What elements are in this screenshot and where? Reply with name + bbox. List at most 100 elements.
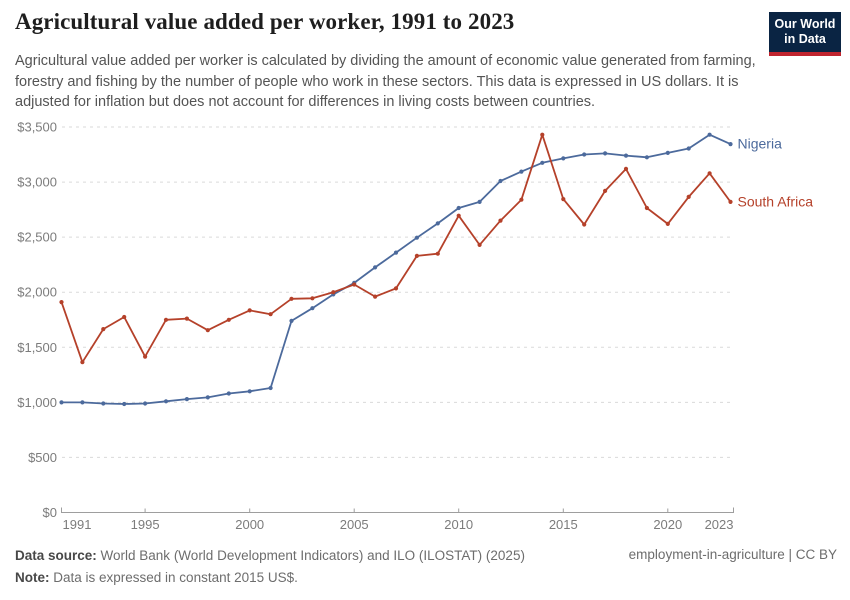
data-point-nigeria-2004[interactable]	[331, 292, 336, 297]
data-point-south-africa-2011[interactable]	[477, 242, 482, 247]
data-point-south-africa-1995[interactable]	[143, 354, 148, 359]
data-point-south-africa-2015[interactable]	[561, 197, 566, 202]
data-point-south-africa-2017[interactable]	[603, 188, 608, 193]
data-point-south-africa-2020[interactable]	[665, 221, 670, 226]
data-point-nigeria-2009[interactable]	[435, 221, 440, 226]
data-point-south-africa-2007[interactable]	[393, 286, 399, 291]
data-point-nigeria-2013[interactable]	[519, 169, 524, 174]
data-point-south-africa-1992[interactable]	[80, 360, 85, 365]
series-end-label-south-africa[interactable]: South Africa	[738, 193, 814, 209]
data-point-nigeria-2012[interactable]	[498, 178, 503, 184]
data-point-nigeria-2022[interactable]	[707, 132, 712, 137]
data-point-nigeria-2007[interactable]	[393, 250, 399, 255]
data-point-south-africa-2005[interactable]	[352, 282, 357, 287]
data-point-south-africa-2003[interactable]	[310, 296, 315, 301]
chart-title: Agricultural value added per worker, 199…	[15, 9, 515, 34]
data-point-nigeria-1997[interactable]	[184, 397, 189, 402]
data-point-nigeria-2005[interactable]	[352, 280, 357, 285]
data-point-south-africa-2010[interactable]	[456, 213, 461, 218]
y-axis-label: $1,500	[17, 340, 57, 355]
footer-slug-license: employment-in-agriculture | CC BY	[628, 547, 837, 562]
x-axis-line	[61, 507, 734, 513]
y-axis-label: $0	[43, 505, 57, 520]
data-point-south-africa-2002[interactable]	[289, 296, 294, 301]
data-point-nigeria-1998[interactable]	[205, 395, 210, 400]
data-source-line: Data source: World Bank (World Developme…	[15, 545, 525, 567]
x-axis-label: 2005	[340, 517, 369, 532]
data-point-nigeria-2016[interactable]	[582, 152, 587, 157]
data-point-south-africa-2001[interactable]	[268, 312, 273, 317]
data-point-nigeria-2003[interactable]	[310, 306, 315, 311]
data-point-south-africa-1998[interactable]	[205, 328, 210, 333]
data-point-nigeria-2021[interactable]	[686, 146, 691, 151]
y-axis-label: $500	[28, 450, 57, 465]
data-point-nigeria-2010[interactable]	[456, 205, 461, 211]
data-point-nigeria-1991[interactable]	[59, 400, 64, 405]
x-axis-label: 1995	[131, 517, 160, 532]
data-point-south-africa-2006[interactable]	[373, 294, 378, 299]
data-point-south-africa-2012[interactable]	[498, 218, 503, 223]
note-line: Note: Data is expressed in constant 2015…	[15, 567, 525, 589]
data-point-nigeria-1996[interactable]	[163, 399, 169, 404]
data-point-nigeria-2015[interactable]	[561, 156, 566, 161]
data-point-south-africa-2021[interactable]	[686, 194, 691, 199]
data-point-south-africa-1991[interactable]	[59, 300, 64, 305]
data-point-nigeria-1995[interactable]	[143, 401, 148, 406]
note-label: Note:	[15, 569, 50, 585]
data-point-south-africa-1999[interactable]	[226, 317, 231, 322]
data-point-south-africa-2000[interactable]	[247, 308, 252, 313]
data-point-south-africa-2009[interactable]	[435, 251, 440, 256]
series-line-south-africa[interactable]	[60, 133, 732, 364]
data-point-nigeria-1992[interactable]	[80, 400, 85, 405]
data-point-nigeria-2014[interactable]	[540, 160, 545, 165]
series-line-nigeria[interactable]	[60, 133, 732, 405]
data-point-nigeria-1993[interactable]	[101, 401, 106, 406]
data-point-south-africa-1996[interactable]	[163, 317, 169, 322]
data-point-nigeria-2020[interactable]	[665, 150, 670, 155]
data-point-south-africa-1997[interactable]	[184, 316, 189, 321]
data-point-south-africa-2013[interactable]	[519, 197, 524, 202]
owid-logo[interactable]: Our World in Data	[769, 12, 841, 56]
x-axis-label: 2023	[705, 517, 734, 532]
logo-line2: in Data	[784, 32, 826, 47]
data-point-south-africa-2008[interactable]	[414, 253, 419, 258]
logo-line1: Our World	[774, 17, 836, 31]
data-point-nigeria-2001[interactable]	[268, 385, 273, 391]
x-axis-label: 2020	[653, 517, 682, 532]
data-point-south-africa-1993[interactable]	[101, 327, 106, 332]
note-text: Data is expressed in constant 2015 US$.	[49, 569, 298, 585]
data-point-south-africa-2014[interactable]	[540, 132, 545, 137]
data-point-nigeria-1999[interactable]	[226, 391, 231, 396]
data-point-south-africa-2023[interactable]	[728, 199, 733, 204]
y-axis-label: $3,500	[17, 120, 57, 135]
data-point-south-africa-2019[interactable]	[644, 205, 650, 211]
data-source-label: Data source:	[15, 548, 97, 563]
chart-footer: Data source: World Bank (World Developme…	[15, 545, 525, 589]
data-point-nigeria-2002[interactable]	[289, 318, 294, 323]
data-point-nigeria-2019[interactable]	[644, 155, 650, 160]
y-axis-label: $2,500	[17, 230, 57, 245]
data-point-nigeria-2008[interactable]	[414, 235, 419, 240]
data-point-south-africa-2022[interactable]	[707, 171, 712, 176]
data-point-south-africa-1994[interactable]	[122, 314, 127, 320]
data-point-south-africa-2016[interactable]	[582, 222, 587, 227]
data-point-nigeria-2023[interactable]	[728, 142, 733, 147]
chart-subtitle: Agricultural value added per worker is c…	[15, 53, 756, 111]
data-point-nigeria-2018[interactable]	[623, 153, 629, 158]
y-axis-label: $2,000	[17, 285, 57, 300]
x-axis-label: 2010	[444, 517, 473, 532]
y-axis-label: $3,000	[17, 175, 57, 190]
data-point-nigeria-2006[interactable]	[373, 265, 378, 270]
data-point-nigeria-2017[interactable]	[603, 151, 608, 156]
data-point-nigeria-2011[interactable]	[477, 199, 482, 204]
data-point-nigeria-2000[interactable]	[247, 389, 252, 394]
series-end-label-nigeria[interactable]: Nigeria	[738, 136, 783, 152]
data-point-south-africa-2004[interactable]	[331, 290, 336, 295]
data-point-nigeria-1994[interactable]	[122, 401, 127, 407]
x-axis-label: 2015	[549, 517, 578, 532]
x-axis-label: 1991	[63, 517, 92, 532]
data-source-text: World Bank (World Development Indicators…	[96, 548, 525, 563]
data-point-south-africa-2018[interactable]	[623, 166, 629, 171]
x-axis-label: 2000	[235, 517, 264, 532]
